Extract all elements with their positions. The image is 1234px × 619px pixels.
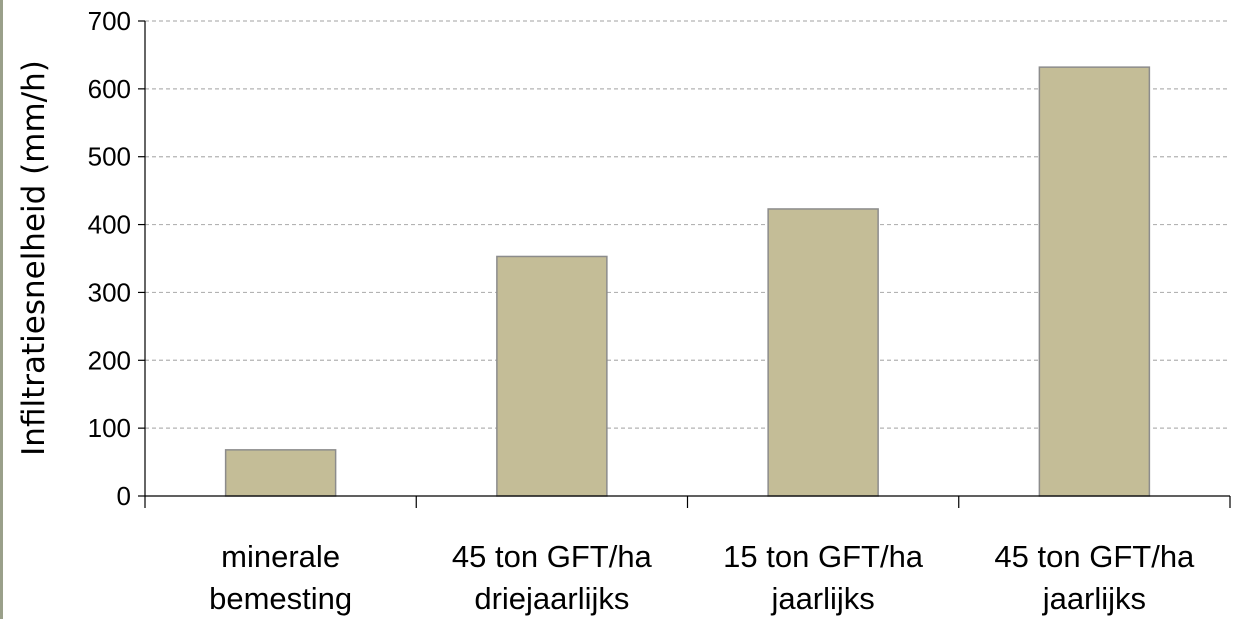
bar (767, 208, 879, 497)
x-category-label: minerale (221, 539, 340, 574)
axes (138, 20, 1231, 508)
x-category-label: jaarlijks (1042, 581, 1146, 616)
y-tick-label: 500 (88, 142, 131, 172)
bar (496, 255, 608, 497)
x-category-label: 45 ton GFT/ha (994, 539, 1195, 574)
y-tick-label: 0 (117, 481, 131, 511)
y-axis-title: Infiltratiesnelheid (mm/h) (16, 60, 52, 456)
y-tick-label: 300 (88, 277, 131, 307)
x-category-label: bemesting (209, 581, 352, 616)
y-tick-label: 400 (88, 210, 131, 240)
x-category-label: jaarlijks (770, 581, 874, 616)
y-tick-labels: 0 100 200 300 400 500 600 700 (88, 6, 131, 511)
left-edge-strip (0, 0, 3, 619)
bar (1038, 66, 1151, 497)
bar (224, 449, 337, 497)
y-tick-label: 600 (88, 74, 131, 104)
x-category-labels: minerale bemesting 45 ton GFT/ha driejaarli… (209, 539, 1195, 616)
y-tick-label: 100 (88, 413, 131, 443)
y-tick-label: 700 (88, 6, 131, 36)
y-tick-label: 200 (88, 345, 131, 375)
x-category-label: 15 ton GFT/ha (723, 539, 924, 574)
x-category-label: 45 ton GFT/ha (452, 539, 653, 574)
bars (224, 66, 1151, 497)
x-category-label: driejaarlijks (474, 581, 629, 616)
